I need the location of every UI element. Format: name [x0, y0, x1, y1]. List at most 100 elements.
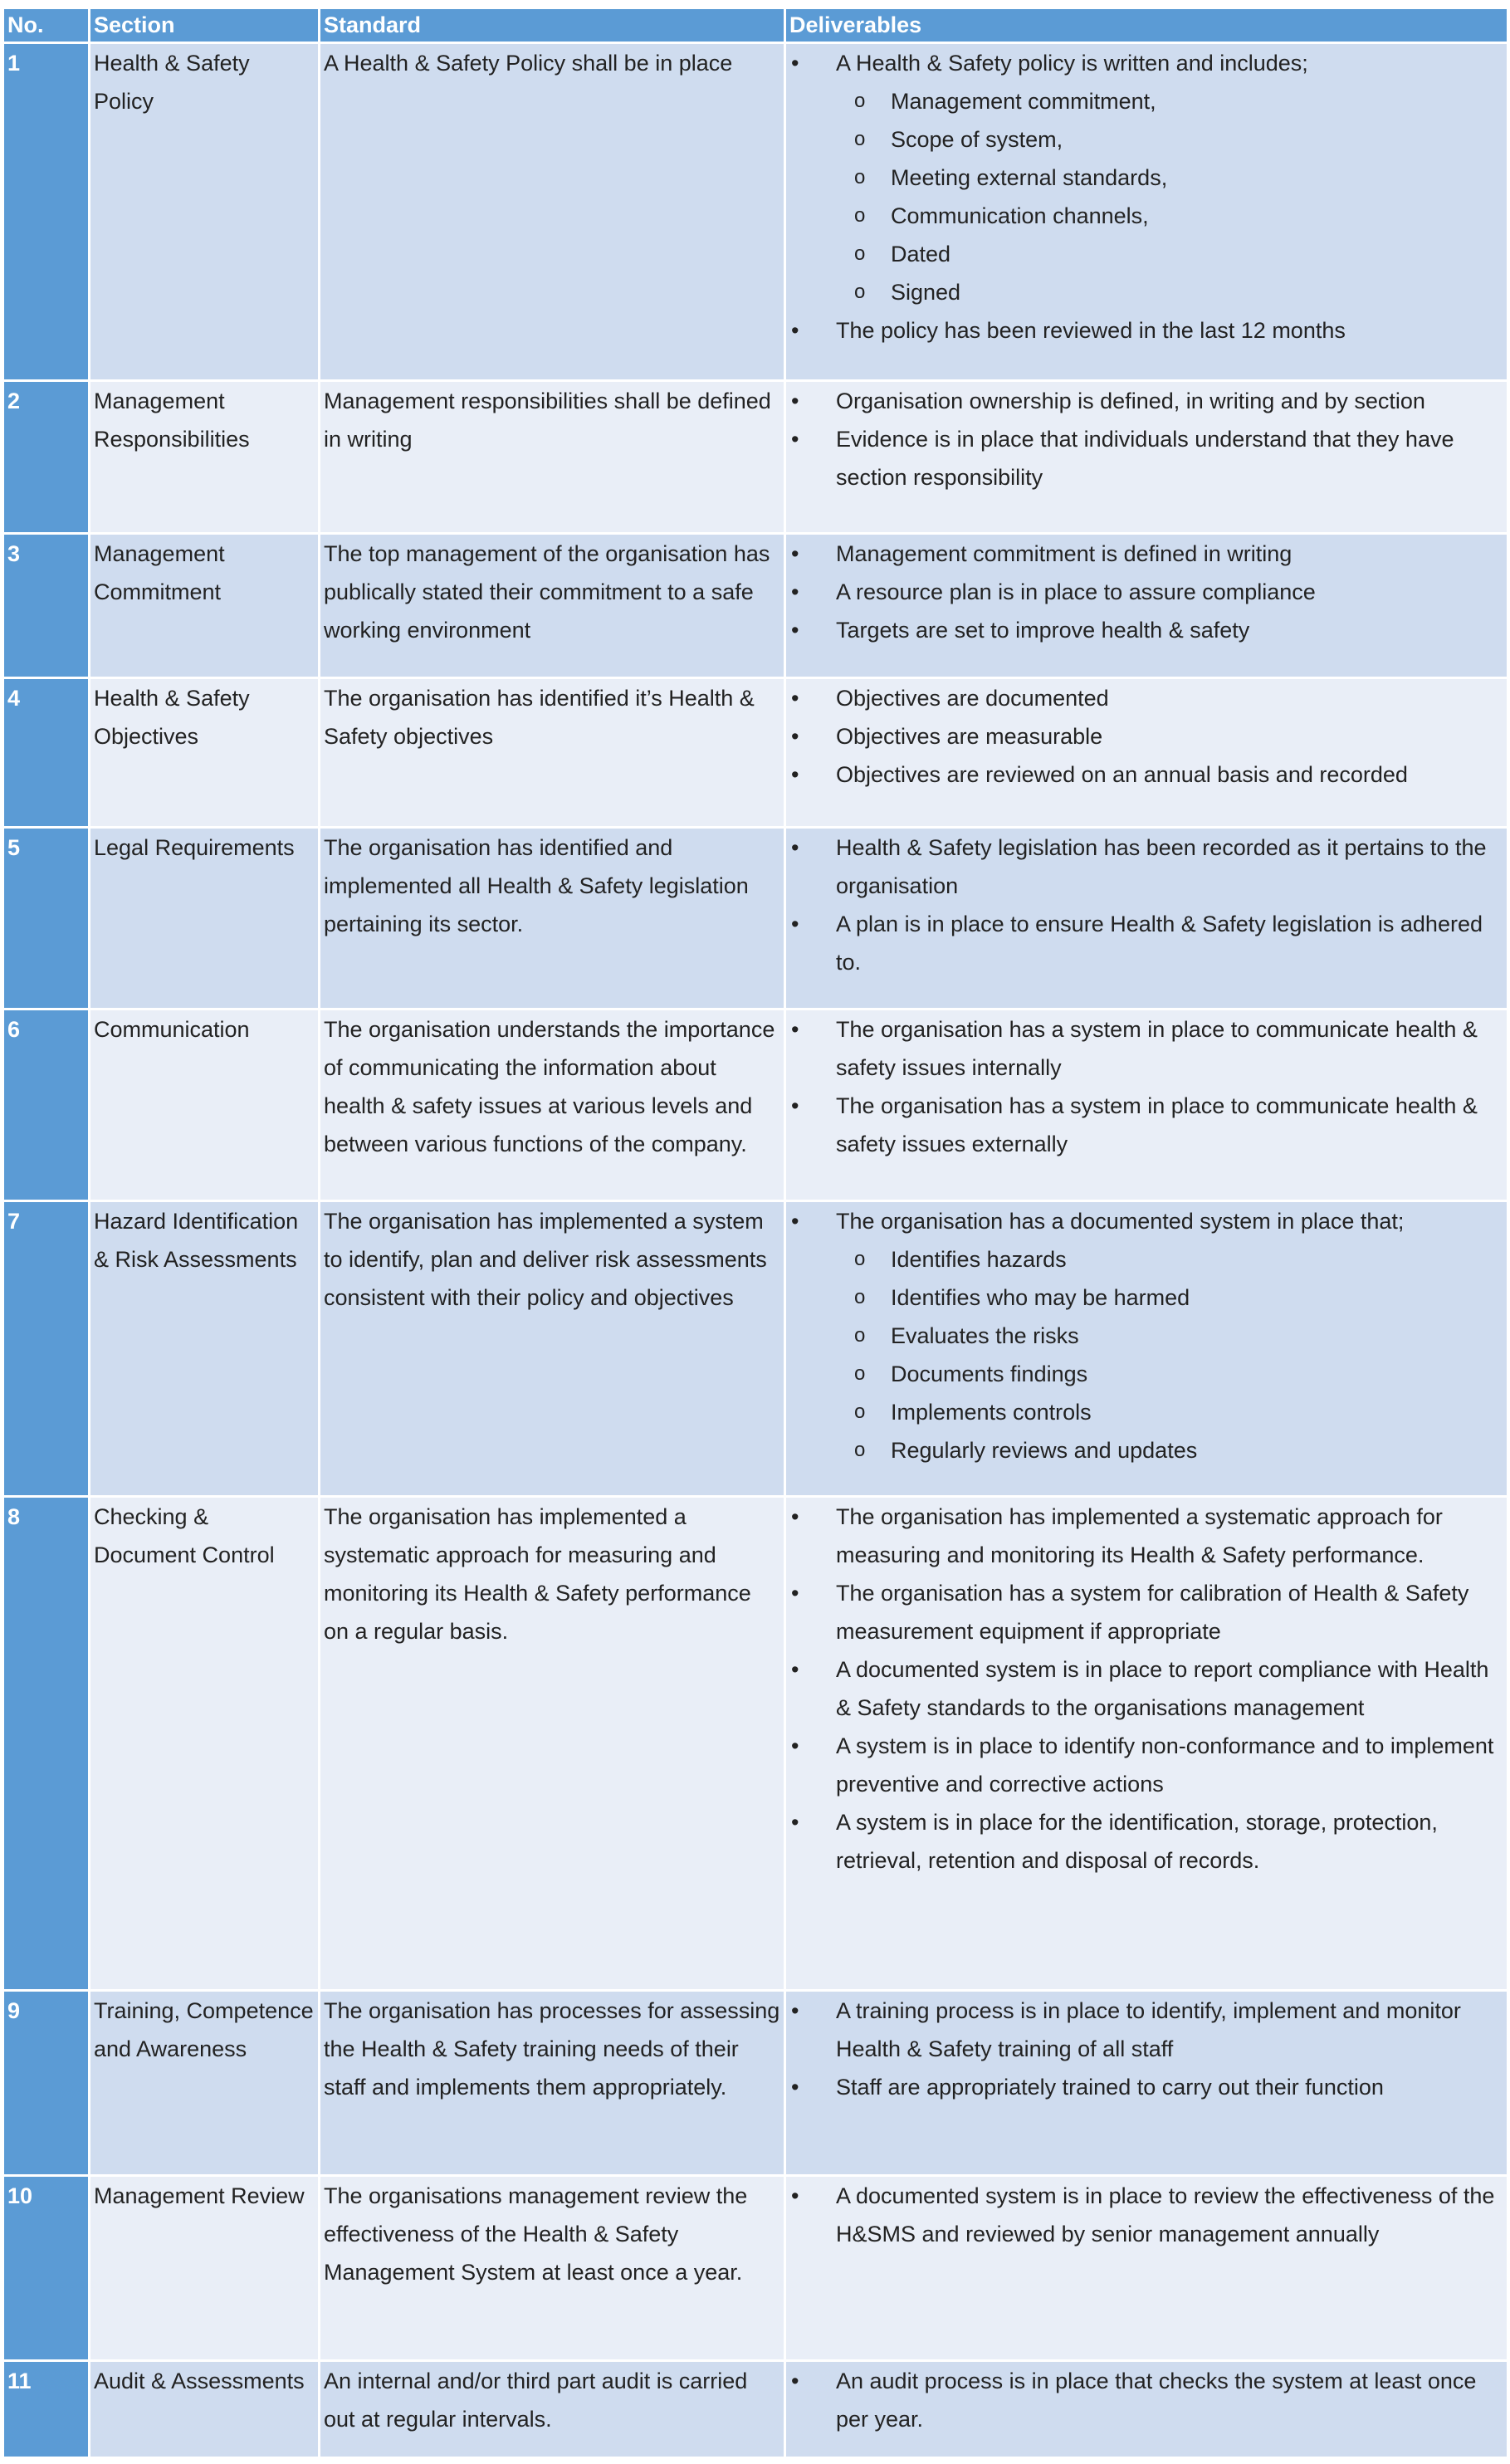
deliverable-item: The policy has been reviewed in the last… [789, 311, 1503, 350]
header-cell: Standard [318, 7, 786, 44]
deliverables-list: Organisation ownership is defined, in wr… [789, 384, 1503, 497]
deliverables-list: The organisation has implemented a syste… [789, 1499, 1503, 1880]
table-row: 7 Hazard Identification & Risk Assessment… [2, 1200, 1509, 1498]
section-cell: Training, Competence and Awareness [88, 1989, 320, 2177]
deliverable-item: A resource plan is in place to assure co… [789, 573, 1503, 611]
number-cell: 8 [2, 1495, 90, 1992]
deliverable-item: Objectives are documented [789, 681, 1503, 718]
deliverable-item: A plan is in place to ensure Health & Sa… [789, 905, 1503, 981]
number-cell: 9 [2, 1989, 90, 2177]
deliverables-cell: A Health & Safety policy is written and … [784, 42, 1509, 382]
standard-cell: The organisations management review the … [318, 2174, 786, 2362]
deliverable-item: A system is in place for the identificat… [789, 1803, 1503, 1880]
deliverable-item: The organisation has a system in place t… [789, 1012, 1503, 1088]
number-cell: 10 [2, 2174, 90, 2362]
deliverables-cell: The organisation has implemented a syste… [784, 1495, 1509, 1992]
deliverable-item: Health & Safety legislation has been rec… [789, 830, 1503, 906]
deliverable-item: A documented system is in place to repor… [789, 1650, 1503, 1727]
deliverables-list: A training process is in place to identi… [789, 1993, 1503, 2107]
deliverable-subitem: Meeting external standards, [789, 159, 1503, 197]
section-cell: Checking & Document Control [88, 1495, 320, 1992]
section-cell: Health & Safety Policy [88, 42, 320, 382]
deliverables-list: Health & Safety legislation has been rec… [789, 830, 1503, 982]
table-row: 6 Communication The organisation understan… [2, 1008, 1509, 1202]
deliverable-subitem: Identifies hazards [789, 1240, 1503, 1278]
standard-cell: An internal and/or third part audit is c… [318, 2359, 786, 2459]
number-cell: 7 [2, 1200, 90, 1498]
number-cell: 11 [2, 2359, 90, 2459]
deliverables-list: Management commitment is defined in writ… [789, 536, 1503, 650]
deliverable-item: Objectives are reviewed on an annual bas… [789, 755, 1503, 794]
number-cell: 4 [2, 677, 90, 829]
section-cell: Hazard Identification & Risk Assessments [88, 1200, 320, 1498]
deliverables-cell: A documented system is in place to revie… [784, 2174, 1509, 2362]
deliverables-list: Objectives are documentedObjectives are … [789, 681, 1503, 794]
header-cell: Deliverables [784, 7, 1509, 44]
number-cell: 1 [2, 42, 90, 382]
standard-cell: The organisation has processes for asses… [318, 1989, 786, 2177]
section-cell: Legal Requirements [88, 826, 320, 1010]
standards-table: No. Section Standard Deliverables 1 Healt… [2, 7, 1509, 2459]
standard-cell: Management responsibilities shall be def… [318, 379, 786, 535]
deliverables-cell: The organisation has a documented system… [784, 1200, 1509, 1498]
deliverable-item: A documented system is in place to revie… [789, 2178, 1503, 2254]
deliverable-item: The organisation has a system for calibr… [789, 1574, 1503, 1650]
table-row: 5 Legal Requirements The organisation has … [2, 826, 1509, 1010]
table-row: 9 Training, Competence and Awareness The o… [2, 1989, 1509, 2177]
section-cell: Management Review [88, 2174, 320, 2362]
deliverables-cell: A training process is in place to identi… [784, 1989, 1509, 2177]
section-cell: Audit & Assessments [88, 2359, 320, 2459]
section-cell: Communication [88, 1008, 320, 1202]
standard-cell: The organisation understands the importa… [318, 1008, 786, 1202]
deliverable-item: A Health & Safety policy is written and … [789, 46, 1503, 83]
header-cell: Section [88, 7, 320, 44]
table-row: 3 Management Commitment The top management… [2, 532, 1509, 679]
deliverable-item: Organisation ownership is defined, in wr… [789, 384, 1503, 421]
number-cell: 3 [2, 532, 90, 679]
deliverable-subitem: Dated [789, 235, 1503, 273]
deliverables-list: A Health & Safety policy is written and … [789, 46, 1503, 350]
deliverable-subitem: Regularly reviews and updates [789, 1431, 1503, 1469]
deliverable-subitem: Communication channels, [789, 197, 1503, 235]
header-row: No. Section Standard Deliverables [2, 7, 1509, 44]
deliverable-subitem: Identifies who may be harmed [789, 1278, 1503, 1317]
deliverable-item: The organisation has a documented system… [789, 1204, 1503, 1241]
standard-cell: The organisation has identified and impl… [318, 826, 786, 1010]
deliverable-subitem: Signed [789, 273, 1503, 311]
standard-cell: The organisation has implemented a syste… [318, 1495, 786, 1992]
deliverables-cell: The organisation has a system in place t… [784, 1008, 1509, 1202]
table-row: 1 Health & Safety Policy A Health & Safety… [2, 42, 1509, 382]
deliverable-item: Management commitment is defined in writ… [789, 536, 1503, 574]
deliverables-list: The organisation has a documented system… [789, 1204, 1503, 1470]
deliverable-item: The organisation has a system in place t… [789, 1087, 1503, 1163]
deliverables-list: An audit process is in place that checks… [789, 2364, 1503, 2439]
deliverables-cell: Management commitment is defined in writ… [784, 532, 1509, 679]
standard-cell: The organisation has identified it’s Hea… [318, 677, 786, 829]
deliverable-item: The organisation has implemented a syste… [789, 1499, 1503, 1575]
standard-cell: A Health & Safety Policy shall be in pla… [318, 42, 786, 382]
header-cell: No. [2, 7, 90, 44]
number-cell: 5 [2, 826, 90, 1010]
deliverable-item: Objectives are measurable [789, 717, 1503, 755]
deliverable-item: A training process is in place to identi… [789, 1993, 1503, 2069]
deliverable-item: Evidence is in place that individuals un… [789, 420, 1503, 496]
deliverables-cell: Health & Safety legislation has been rec… [784, 826, 1509, 1010]
deliverables-list: The organisation has a system in place t… [789, 1012, 1503, 1164]
number-cell: 6 [2, 1008, 90, 1202]
deliverable-item: Targets are set to improve health & safe… [789, 611, 1503, 649]
deliverables-cell: Organisation ownership is defined, in wr… [784, 379, 1509, 535]
standard-cell: The top management of the organisation h… [318, 532, 786, 679]
deliverable-subitem: Management commitment, [789, 82, 1503, 120]
section-cell: Management Responsibilities [88, 379, 320, 535]
table-row: 2 Management Responsibilities Management r… [2, 379, 1509, 535]
table-row: 10 Management Review The organisations man… [2, 2174, 1509, 2362]
deliverable-subitem: Scope of system, [789, 120, 1503, 159]
table-row: 4 Health & Safety Objectives The organisat… [2, 677, 1509, 829]
table-row: 8 Checking & Document Control The organisa… [2, 1495, 1509, 1992]
standard-cell: The organisation has implemented a syste… [318, 1200, 786, 1498]
deliverables-cell: Objectives are documentedObjectives are … [784, 677, 1509, 829]
deliverable-subitem: Documents findings [789, 1355, 1503, 1393]
deliverable-subitem: Evaluates the risks [789, 1317, 1503, 1355]
section-cell: Management Commitment [88, 532, 320, 679]
